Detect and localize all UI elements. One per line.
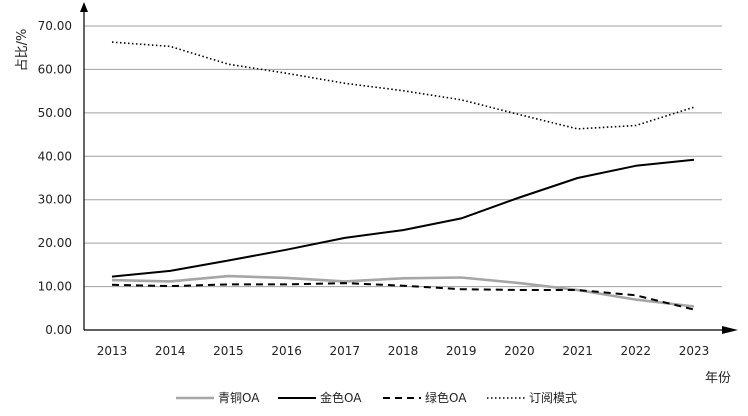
series-line <box>111 158 695 278</box>
series-line <box>111 282 695 311</box>
y-axis-title: 占比/% <box>15 29 30 72</box>
x-tick-label: 2017 <box>330 344 361 358</box>
axes <box>80 2 738 334</box>
x-tick-label: 2018 <box>388 344 419 358</box>
legend: 青铜OA 金色OA 绿色OA 订阅模式 <box>176 390 577 405</box>
legend-label: 绿色OA <box>425 390 467 405</box>
y-tick-label: 70.00 <box>38 19 72 33</box>
x-tick-label: 2020 <box>504 344 535 358</box>
series-line <box>111 41 695 130</box>
x-axis-arrow <box>722 326 738 334</box>
x-tick-label: 2019 <box>446 344 477 358</box>
legend-label: 订阅模式 <box>529 391 577 405</box>
y-tick-label: 10.00 <box>38 280 72 294</box>
y-tick-label: 40.00 <box>38 149 72 163</box>
x-tick-label: 2015 <box>213 344 244 358</box>
gridlines <box>84 25 722 288</box>
x-tick-label: 2023 <box>679 344 710 358</box>
y-tick-label: 20.00 <box>38 236 72 250</box>
tick-labels: 0.00 10.00 20.00 30.00 40.00 50.00 60.00 70.00 2… <box>38 19 710 358</box>
series-line <box>111 274 695 308</box>
y-axis-arrow <box>80 2 88 12</box>
y-tick-label: 60.00 <box>38 62 72 76</box>
x-tick-label: 2014 <box>155 344 186 358</box>
y-tick-label: 50.00 <box>38 106 72 120</box>
legend-label: 青铜OA <box>218 390 260 405</box>
y-tick-label: 30.00 <box>38 193 72 207</box>
x-axis-title: 年份 <box>705 371 731 386</box>
x-tick-label: 2016 <box>271 344 302 358</box>
legend-label: 金色OA <box>320 390 362 405</box>
x-tick-label: 2021 <box>562 344 593 358</box>
series-lines <box>111 41 695 311</box>
x-tick-label: 2022 <box>621 344 652 358</box>
x-tick-label: 2013 <box>97 344 128 358</box>
y-tick-label: 0.00 <box>45 323 72 337</box>
